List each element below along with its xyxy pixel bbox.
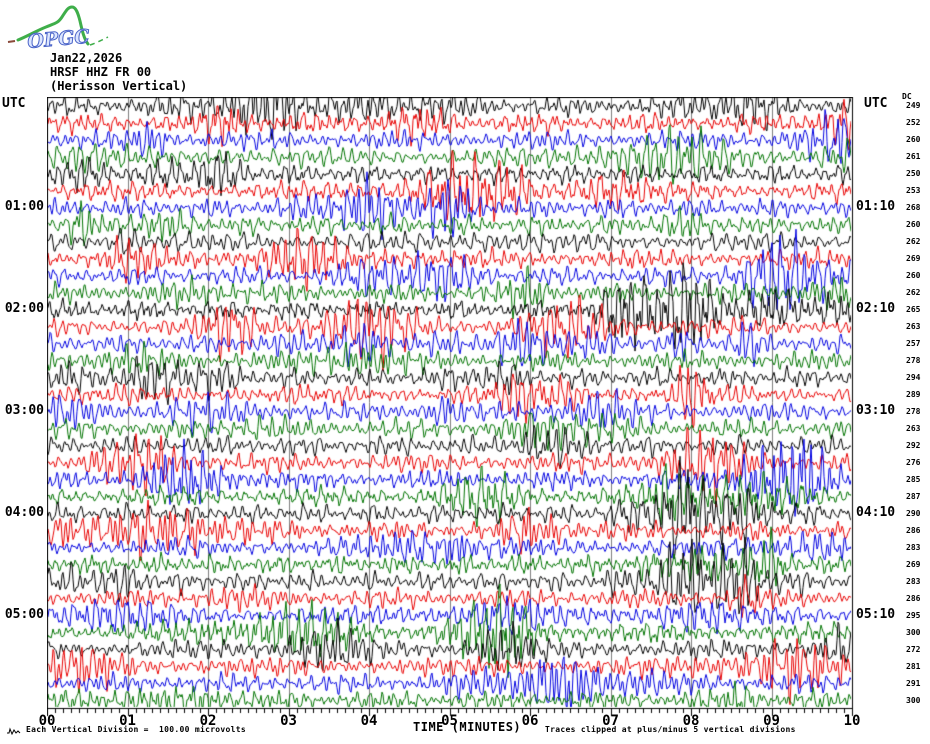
left-hour-label: 01:00: [4, 199, 44, 215]
header-subtitle: (Herisson Vertical): [50, 79, 188, 93]
helicorder-plot: [47, 97, 854, 719]
dc-value: 253: [906, 186, 921, 196]
dc-value: 262: [906, 288, 921, 298]
right-utc-header: UTC: [864, 96, 888, 111]
dc-value: 263: [906, 322, 921, 332]
dc-header: DC: [902, 92, 912, 101]
header-date: Jan22,2026: [50, 51, 123, 65]
scale-note: Each Vertical Division = 100.00 microvol…: [26, 725, 247, 734]
logo-text: OPGC: [27, 26, 91, 51]
x-tick-label: 01: [119, 713, 136, 729]
dc-value: 249: [906, 101, 921, 111]
logo-dash-left: [7, 40, 16, 43]
opgc-logo: OPGC: [7, 5, 109, 51]
dc-value: 289: [906, 390, 921, 399]
right-hour-label: 03:10: [856, 402, 896, 418]
dc-value: 260: [906, 271, 921, 281]
x-tick-label: 00: [38, 713, 56, 729]
dc-value: 252: [906, 118, 921, 128]
dc-value: 294: [906, 373, 921, 383]
x-tick-label: 10: [843, 713, 861, 729]
clip-note: Traces clipped at plus/minus 5 vertical …: [545, 725, 796, 734]
dc-value: 285: [906, 474, 921, 484]
dc-value: 260: [906, 135, 921, 145]
left-hour-label: 03:00: [4, 402, 44, 418]
header-station: HRSF HHZ FR 00: [50, 65, 152, 79]
right-hour-label: 04:10: [856, 504, 896, 520]
logo-dash-right: [89, 36, 109, 46]
x-tick-label: 03: [280, 713, 297, 729]
x-tick-label: 06: [521, 713, 539, 729]
dc-value: 278: [906, 356, 921, 366]
x-axis-label: TIME (MINUTES): [413, 720, 522, 734]
dc-value: 272: [906, 644, 921, 654]
dc-value: 286: [906, 525, 921, 535]
dc-value: 278: [906, 406, 921, 416]
dc-value: 295: [906, 610, 921, 620]
dc-value: 283: [906, 576, 921, 586]
dc-value: 292: [906, 440, 921, 450]
dc-value: 286: [906, 593, 921, 603]
x-tick-label: 09: [763, 713, 780, 729]
dc-value: 276: [906, 457, 921, 467]
x-tick-label: 02: [199, 713, 217, 729]
dc-value: 283: [906, 542, 921, 552]
x-tick-label: 08: [682, 713, 700, 729]
dc-value: 290: [906, 508, 921, 518]
x-tick-label: 07: [602, 713, 619, 729]
scale-mark-icon: [7, 727, 21, 735]
left-hour-label: 04:00: [4, 504, 44, 520]
left-utc-header: UTC: [2, 96, 26, 111]
logo-curve: [16, 5, 90, 46]
dc-value: 257: [906, 339, 921, 349]
right-hour-label: 05:10: [856, 606, 896, 622]
dc-value: 269: [906, 559, 921, 569]
dc-value: 269: [906, 254, 921, 264]
dc-value: 250: [906, 169, 921, 179]
dc-value: 268: [906, 203, 921, 213]
dc-value: 281: [906, 661, 921, 671]
dc-value: 300: [906, 627, 921, 637]
dc-value: 263: [906, 423, 921, 433]
x-tick-label: 04: [360, 713, 378, 729]
left-hour-label: 02:00: [4, 301, 44, 317]
dc-value: 261: [906, 152, 921, 162]
dc-value: 262: [906, 237, 921, 247]
dc-value: 300: [906, 695, 921, 705]
dc-value: 265: [906, 305, 921, 315]
right-hour-label: 01:10: [856, 199, 896, 215]
dc-value: 260: [906, 220, 921, 230]
dc-value: 291: [906, 678, 921, 688]
right-hour-label: 02:10: [856, 301, 896, 317]
dc-value: 287: [906, 491, 921, 501]
left-hour-label: 05:00: [4, 606, 44, 622]
x-tick-label: 05: [441, 713, 458, 729]
